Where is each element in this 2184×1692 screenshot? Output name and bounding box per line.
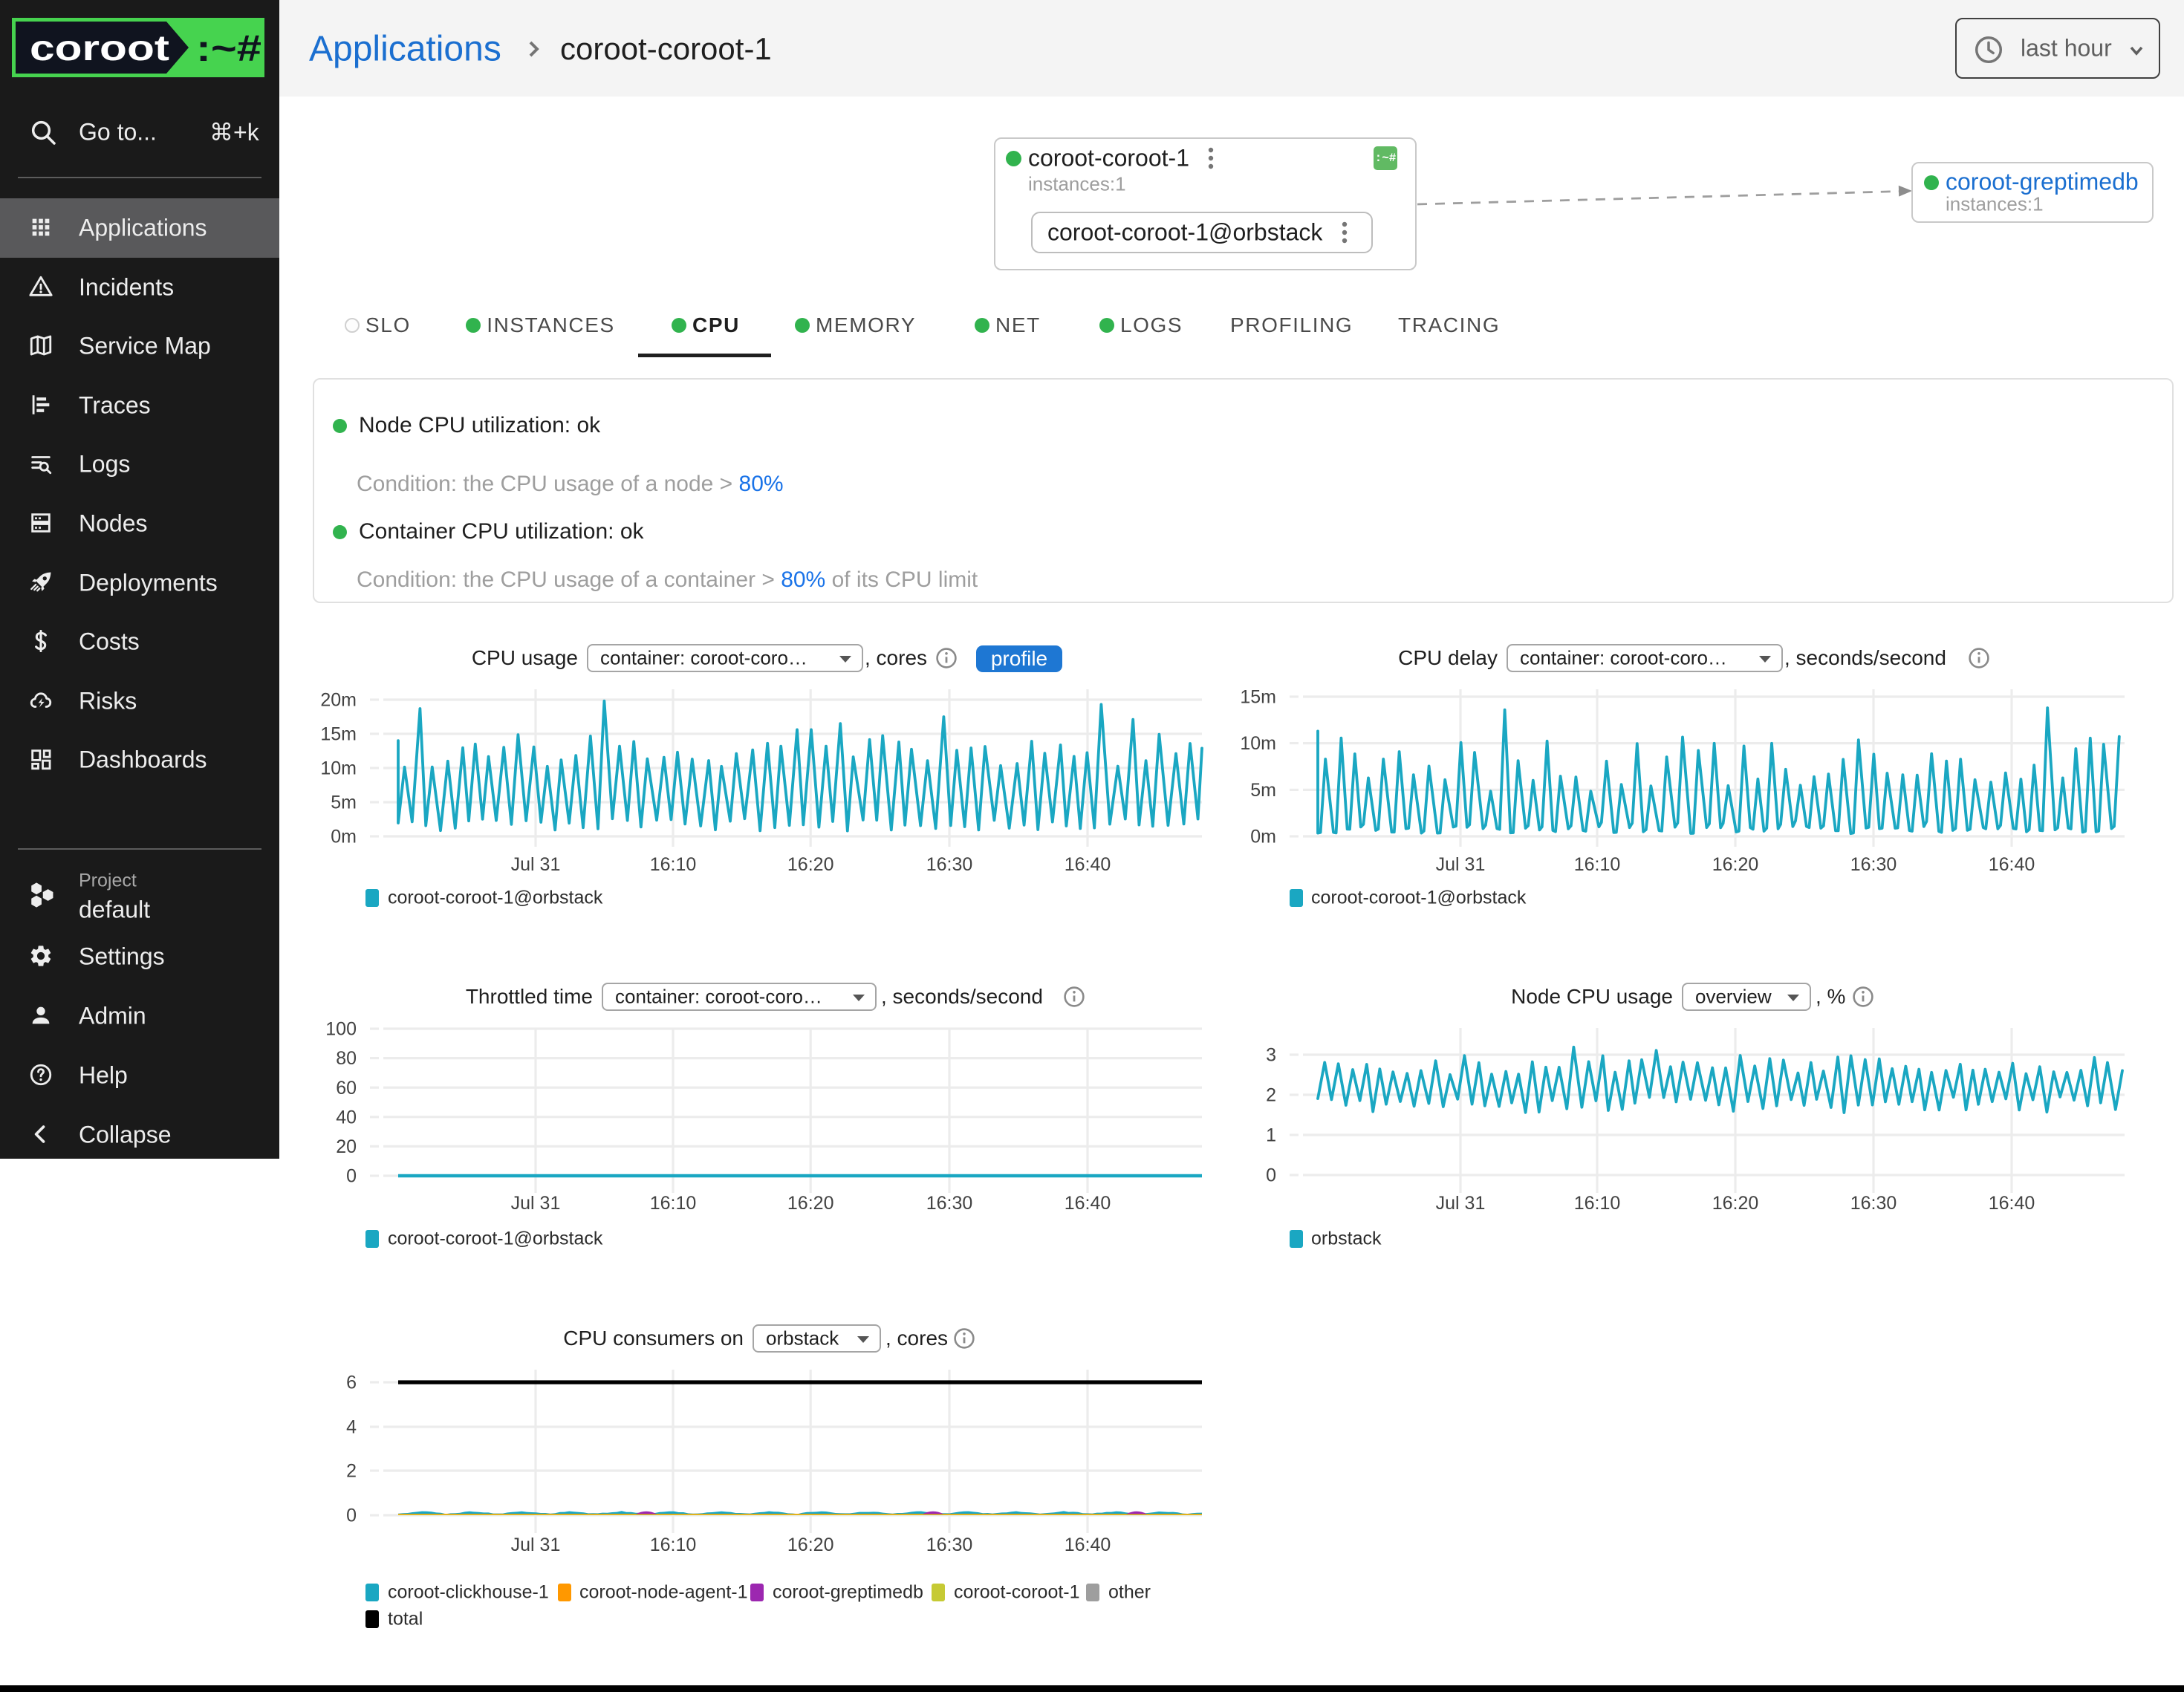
svg-text:3: 3 [1266,1045,1276,1066]
svg-text::~#: :~# [196,27,261,69]
svg-text:15m: 15m [320,724,357,745]
svg-text:5m: 5m [331,793,357,813]
svg-text:2: 2 [346,1461,357,1482]
svg-text:16:10: 16:10 [650,854,697,875]
svg-text:16:40: 16:40 [1065,1193,1111,1214]
svg-text:6: 6 [346,1373,357,1393]
svg-text:0: 0 [346,1506,357,1526]
svg-text:coroot: coroot [30,29,169,68]
svg-text:Jul 31: Jul 31 [511,854,561,875]
svg-text:0m: 0m [331,827,357,847]
svg-text:0: 0 [346,1166,357,1187]
svg-text:10m: 10m [320,758,357,779]
svg-text:16:20: 16:20 [1712,854,1759,875]
svg-text:16:40: 16:40 [1989,1193,2035,1214]
svg-text:100: 100 [325,1019,357,1040]
svg-text:16:30: 16:30 [926,854,973,875]
svg-text:16:30: 16:30 [1850,854,1897,875]
svg-text:16:40: 16:40 [1989,854,2035,875]
svg-text:20m: 20m [320,690,357,711]
svg-text:16:40: 16:40 [1065,854,1111,875]
svg-text:Jul 31: Jul 31 [1436,1193,1486,1214]
svg-text:10m: 10m [1240,733,1276,754]
svg-text:16:20: 16:20 [787,1535,834,1555]
svg-text:60: 60 [336,1078,357,1099]
svg-text:16:30: 16:30 [926,1535,973,1555]
svg-text:16:30: 16:30 [926,1193,973,1214]
svg-text:16:10: 16:10 [1574,1193,1621,1214]
svg-text:Jul 31: Jul 31 [511,1535,561,1555]
svg-text:2: 2 [1266,1085,1276,1106]
svg-text:16:20: 16:20 [1712,1193,1759,1214]
svg-text:20: 20 [336,1136,357,1157]
svg-text:Jul 31: Jul 31 [511,1193,561,1214]
svg-text:0: 0 [1266,1165,1276,1186]
svg-text:1: 1 [1266,1125,1276,1146]
svg-text:5m: 5m [1250,780,1276,801]
svg-text:16:20: 16:20 [787,1193,834,1214]
svg-text:4: 4 [346,1417,357,1438]
svg-text:0m: 0m [1250,827,1276,847]
svg-text:40: 40 [336,1107,357,1128]
svg-text:16:40: 16:40 [1065,1535,1111,1555]
svg-text:80: 80 [336,1048,357,1069]
svg-text:16:20: 16:20 [787,854,834,875]
svg-text:16:10: 16:10 [1574,854,1621,875]
svg-text:16:30: 16:30 [1850,1193,1897,1214]
svg-text:16:10: 16:10 [650,1193,697,1214]
svg-text:15m: 15m [1240,687,1276,708]
svg-text:16:10: 16:10 [650,1535,697,1555]
svg-text:Jul 31: Jul 31 [1436,854,1486,875]
